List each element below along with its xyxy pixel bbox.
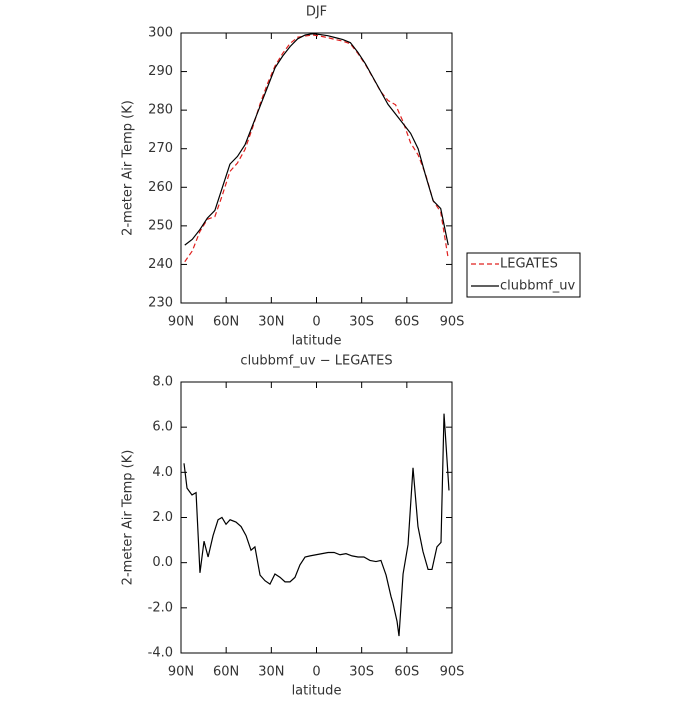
x-tick-label: 30S — [349, 315, 374, 330]
y-axis-label: 2-meter Air Temp (K) — [121, 450, 136, 586]
plot-frame — [180, 32, 453, 304]
chart-title: clubbmf_uv − LEGATES — [240, 354, 392, 369]
x-tick-label: 90S — [440, 665, 465, 680]
x-tick-label: 0 — [312, 665, 320, 680]
x-tick-label: 90N — [168, 665, 194, 680]
y-tick-label: -2.0 — [148, 600, 173, 615]
x-tick-label: 60N — [213, 665, 239, 680]
y-tick-label: 2.0 — [152, 510, 173, 525]
y-tick-label: 300 — [148, 26, 173, 41]
x-tick-label: 30N — [258, 665, 284, 680]
x-tick-label: 0 — [312, 315, 320, 330]
x-axis-label: latitude — [292, 334, 342, 349]
legend-box — [466, 252, 581, 298]
x-tick-label: 60S — [394, 665, 419, 680]
y-tick-label: 8.0 — [152, 375, 173, 390]
series-line — [183, 413, 450, 637]
series-line — [184, 34, 449, 263]
y-tick-label: 6.0 — [152, 420, 173, 435]
y-tick-label: 250 — [148, 218, 173, 233]
x-axis-label: latitude — [292, 684, 342, 699]
y-tick-label: 4.0 — [152, 465, 173, 480]
legend-label: clubbmf_uv — [500, 279, 575, 294]
plot-frame — [180, 381, 453, 654]
y-tick-label: 240 — [148, 257, 173, 272]
y-tick-label: 290 — [148, 64, 173, 79]
y-tick-label: 230 — [148, 296, 173, 311]
y-tick-label: 270 — [148, 141, 173, 156]
x-tick-label: 60S — [394, 315, 419, 330]
x-tick-label: 90N — [168, 315, 194, 330]
y-axis-label: 2-meter Air Temp (K) — [121, 100, 136, 236]
y-tick-label: 0.0 — [152, 555, 173, 570]
x-tick-label: 90S — [440, 315, 465, 330]
legend-label: LEGATES — [500, 257, 558, 272]
y-tick-label: 260 — [148, 180, 173, 195]
y-tick-label: 280 — [148, 103, 173, 118]
chart-title: DJF — [306, 5, 327, 20]
series-line — [184, 33, 449, 246]
x-tick-label: 30S — [349, 665, 374, 680]
y-tick-label: -4.0 — [148, 646, 173, 661]
x-tick-label: 60N — [213, 315, 239, 330]
x-tick-label: 30N — [258, 315, 284, 330]
